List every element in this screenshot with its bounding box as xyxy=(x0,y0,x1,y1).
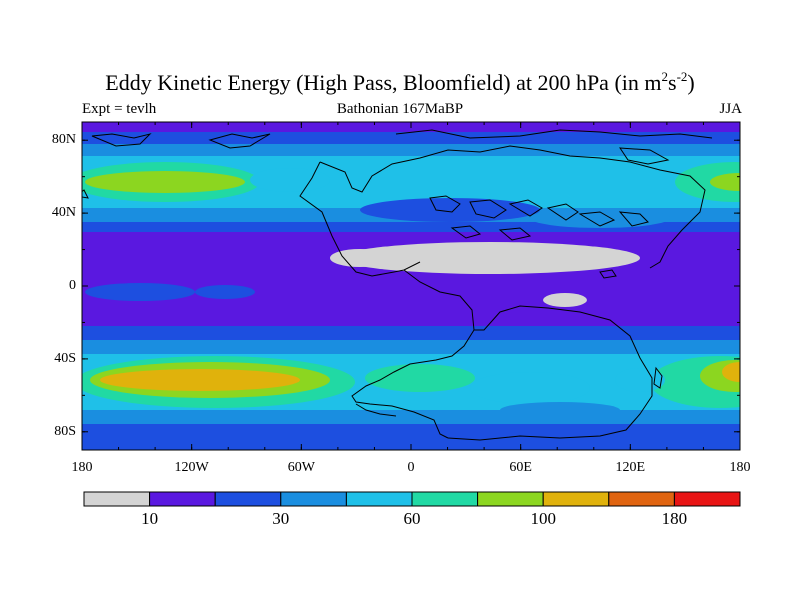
lon-tick-label: 60E xyxy=(509,460,532,475)
period-label: Bathonian 167MaBP xyxy=(336,101,464,117)
island-coast xyxy=(546,203,579,221)
island-coast xyxy=(208,133,271,149)
coastline-south-east xyxy=(447,305,653,441)
lon-tick-label: 180 xyxy=(71,460,93,475)
island-coast xyxy=(469,199,507,219)
plot-title: Eddy Kinetic Energy (High Pass, Bloomfie… xyxy=(0,70,800,96)
island-coast xyxy=(82,189,89,199)
lon-tick-label: 120E xyxy=(615,460,646,475)
contour-region xyxy=(85,171,245,193)
lat-tick-label: 40S xyxy=(54,350,76,366)
tick-marks xyxy=(81,122,741,450)
colorbar-swatch xyxy=(542,491,610,507)
contour-region xyxy=(675,162,740,202)
contour-region xyxy=(500,402,620,418)
island-coast xyxy=(91,133,152,147)
colorbar-label: 100 xyxy=(530,509,556,528)
island-coast xyxy=(653,366,663,389)
colorbar-label: 60 xyxy=(403,509,421,528)
lon-tick-label: 120W xyxy=(174,460,209,475)
colorbar-swatch xyxy=(673,491,741,507)
coastline-arctic xyxy=(395,129,713,139)
colorbar-label: 10 xyxy=(141,509,159,528)
colorbar-label: 30 xyxy=(272,509,290,528)
colorbar-swatch xyxy=(214,491,282,507)
contour-band xyxy=(82,222,740,232)
coastlines xyxy=(82,129,713,441)
contour-band xyxy=(82,340,740,354)
contour-region xyxy=(360,198,540,222)
island-coast xyxy=(578,211,616,227)
contour-region xyxy=(470,372,590,404)
lon-tick-label: 180 xyxy=(729,460,751,475)
colorbar-swatch xyxy=(345,491,413,507)
island-coast xyxy=(618,211,649,227)
contour-region xyxy=(710,173,740,191)
contour-field xyxy=(82,122,740,450)
colorbar-swatch xyxy=(477,491,544,507)
contour-region xyxy=(85,283,195,301)
contour-region xyxy=(100,369,300,391)
lat-tick-label: 40N xyxy=(51,205,76,221)
colorbar-swatch xyxy=(608,491,675,507)
title-unit-text: s xyxy=(668,70,677,95)
lon-tick-label: 60W xyxy=(287,460,315,475)
title-end: ) xyxy=(687,70,695,95)
island-coast xyxy=(619,147,670,165)
contour-region xyxy=(615,368,665,392)
contour-region xyxy=(365,364,475,392)
contour-band xyxy=(82,326,740,340)
title-superscript: -2 xyxy=(676,69,688,84)
island-coast xyxy=(599,269,617,279)
island-coast xyxy=(508,199,543,217)
coastline-north xyxy=(319,145,706,269)
contour-region xyxy=(330,249,390,267)
contour-region xyxy=(250,168,330,192)
colorbar-label: 180 xyxy=(661,509,688,528)
contour-band xyxy=(82,132,740,144)
colorbar-swatch xyxy=(280,491,347,507)
season-label: JJA xyxy=(719,101,742,117)
title-superscript: 2 xyxy=(661,69,669,84)
island-coast xyxy=(429,195,461,213)
experiment-label: Expt = tevlh xyxy=(82,101,157,117)
colorbar-swatch xyxy=(149,491,216,507)
colorbar-swatch xyxy=(83,491,151,507)
contour-region xyxy=(543,293,587,307)
colorbar-swatch xyxy=(411,491,479,507)
contour-region xyxy=(195,285,255,299)
colorbar xyxy=(83,491,741,507)
lon-tick-label: 0 xyxy=(407,460,415,475)
island-coast xyxy=(498,227,532,241)
coastline-west xyxy=(299,161,421,277)
contour-region xyxy=(530,208,670,228)
lat-tick-label: 80S xyxy=(54,423,76,439)
lat-tick-label: 0 xyxy=(69,278,76,293)
coastline-south-west xyxy=(351,269,475,439)
contour-region xyxy=(340,242,640,274)
lat-tick-label: 80N xyxy=(51,132,76,148)
contour-band xyxy=(82,144,740,156)
island-coast xyxy=(450,225,482,239)
coastline-fragment xyxy=(355,403,397,417)
title-text: Eddy Kinetic Energy (High Pass, Bloomfie… xyxy=(105,70,662,95)
contour-region xyxy=(722,362,740,382)
